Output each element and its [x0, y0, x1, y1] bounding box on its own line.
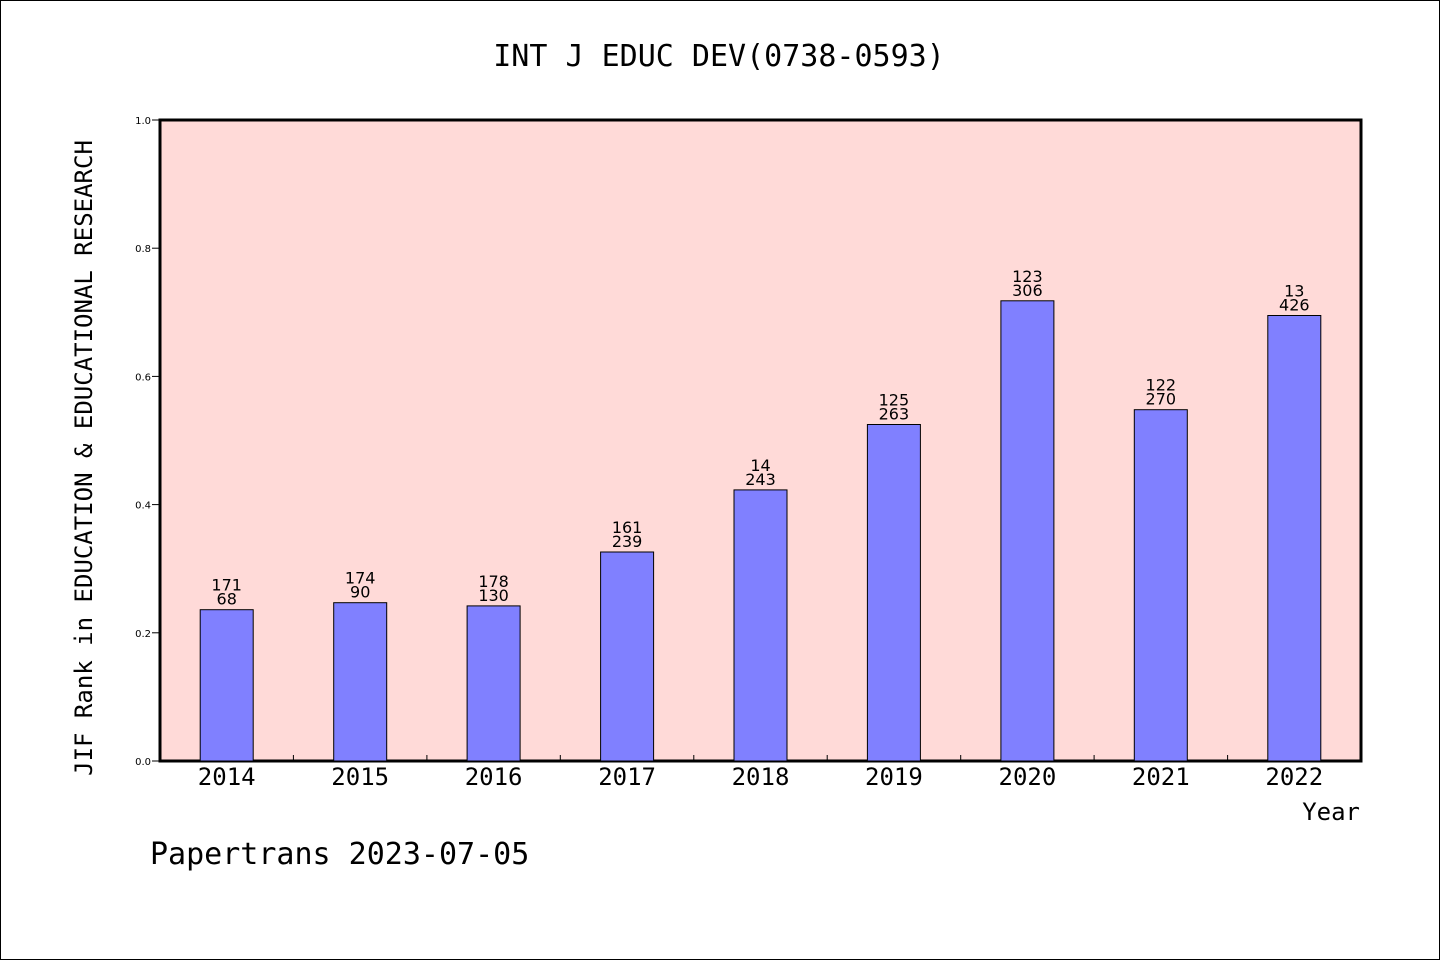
bar-label-bottom-2015: 90 — [350, 583, 370, 602]
bar-label-bottom-2022: 426 — [1279, 296, 1310, 315]
x-tick-label-2021: 2021 — [1132, 763, 1190, 791]
chart-title: INT J EDUC DEV(0738-0593) — [493, 39, 945, 74]
x-tick-label-2019: 2019 — [865, 763, 923, 791]
bar-label-top-2020: 123 — [1012, 267, 1043, 286]
bar-label-top-2014: 171 — [211, 576, 242, 595]
bar-label-top-2016: 178 — [478, 572, 509, 591]
y-tick-label-1.0: 1.0 — [135, 116, 151, 127]
bar-label-top-2019: 125 — [879, 391, 910, 410]
x-tick-label-2022: 2022 — [1265, 763, 1323, 791]
x-tick-label-2014: 2014 — [198, 763, 256, 791]
bar-label-bottom-2014: 68 — [217, 590, 237, 609]
bar-2019 — [866, 424, 921, 762]
bar-2018 — [733, 489, 788, 762]
bar-2021 — [1133, 409, 1188, 762]
bar-label-top-2018: 14 — [750, 456, 770, 475]
bar-2015 — [333, 602, 388, 762]
y-tick-label-0.6: 0.6 — [135, 372, 151, 383]
y-tick-label-0.8: 0.8 — [135, 244, 151, 255]
x-tick-label-2020: 2020 — [999, 763, 1057, 791]
y-tick-label-0.2: 0.2 — [135, 629, 151, 640]
bar-label-bottom-2019: 263 — [879, 405, 910, 424]
bar-label-bottom-2017: 239 — [612, 532, 643, 551]
bar-label-bottom-2021: 270 — [1146, 390, 1177, 409]
y-axis-ticks: 0.0 0.2 0.4 0.6 0.8 1.0 — [135, 116, 160, 768]
bar-label-top-2021: 122 — [1146, 376, 1177, 395]
bar-2014 — [199, 609, 254, 762]
bar-2022 — [1267, 315, 1322, 762]
y-tick-label-0.0: 0.0 — [135, 757, 151, 768]
x-tick-label-2015: 2015 — [331, 763, 389, 791]
footer-credit: Papertrans 2023-07-05 — [150, 837, 529, 872]
bar-label-bottom-2016: 130 — [478, 586, 509, 605]
bar-label-top-2017: 161 — [612, 518, 643, 537]
bar-label-top-2015: 174 — [345, 569, 376, 588]
bar-2020 — [1000, 300, 1055, 762]
bar-label-bottom-2018: 243 — [745, 470, 776, 489]
x-tick-label-2018: 2018 — [732, 763, 790, 791]
x-axis-ticks: 2014 2015 2016 2017 2018 2019 2020 2021 2022 — [198, 755, 1323, 791]
x-tick-label-2016: 2016 — [465, 763, 523, 791]
y-tick-label-0.4: 0.4 — [135, 501, 151, 512]
x-tick-label-2017: 2017 — [598, 763, 656, 791]
bar-2016 — [466, 605, 521, 762]
y-axis-label: JIF Rank in EDUCATION & EDUCATIONAL RESE… — [70, 140, 98, 776]
bar-label-bottom-2020: 306 — [1012, 281, 1043, 300]
bar-2017 — [600, 551, 655, 762]
x-axis-label: Year — [1302, 798, 1360, 826]
bar-label-top-2022: 13 — [1284, 282, 1304, 301]
